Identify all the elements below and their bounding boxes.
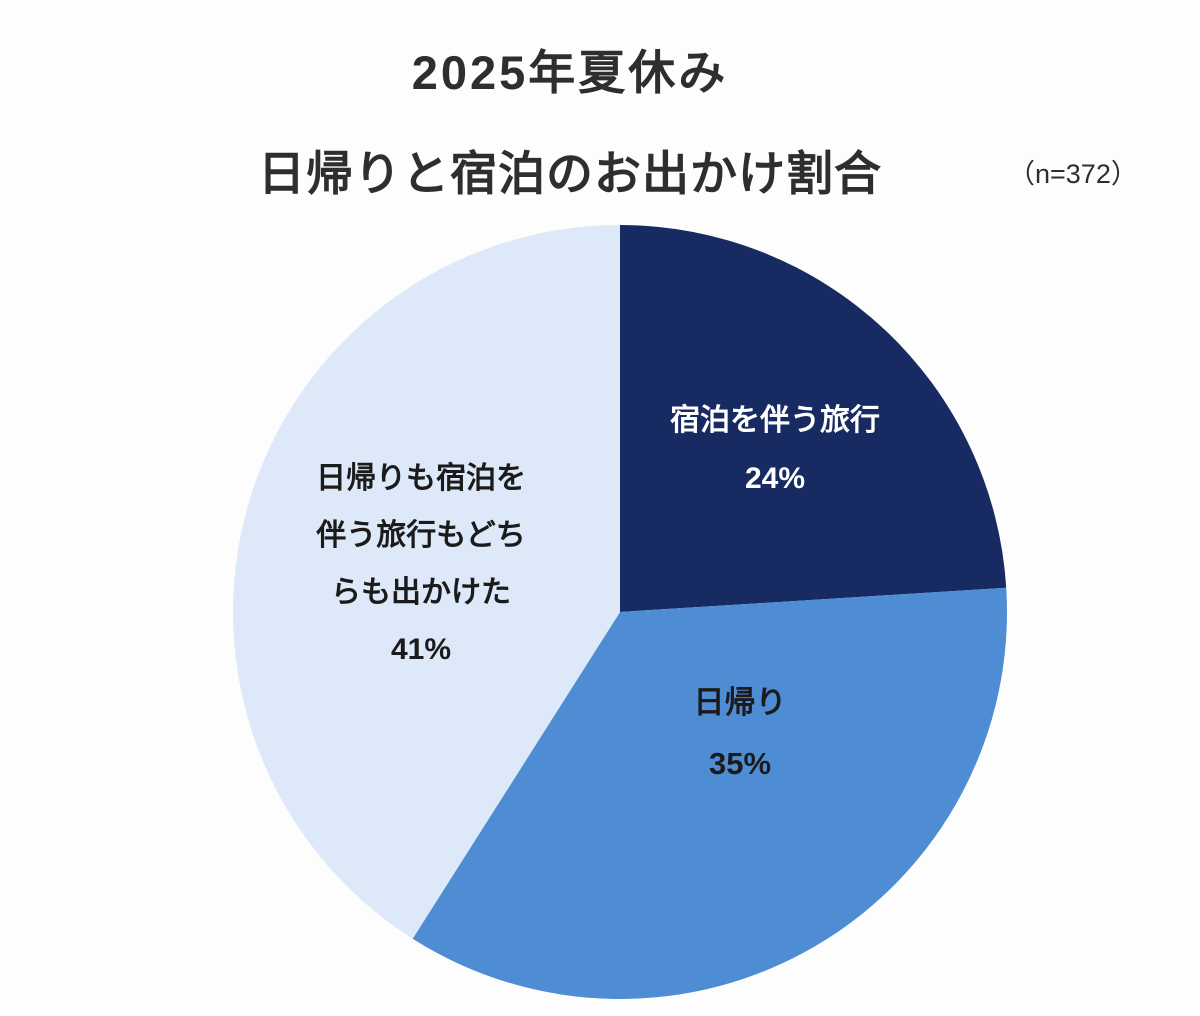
chart-title-line-2: 日帰りと宿泊のお出かけ割合: [258, 147, 882, 200]
pie-slice-1: [620, 225, 1007, 612]
chart-title: 2025年夏休み 日帰りと宿泊のお出かけ割合: [0, 34, 1140, 204]
pie-slice-3: [233, 225, 620, 939]
chart-title-line-1: 2025年夏休み: [411, 46, 729, 99]
sample-size-label: （n=372）: [1008, 159, 1138, 189]
pie-slice-2: [412, 587, 1008, 999]
